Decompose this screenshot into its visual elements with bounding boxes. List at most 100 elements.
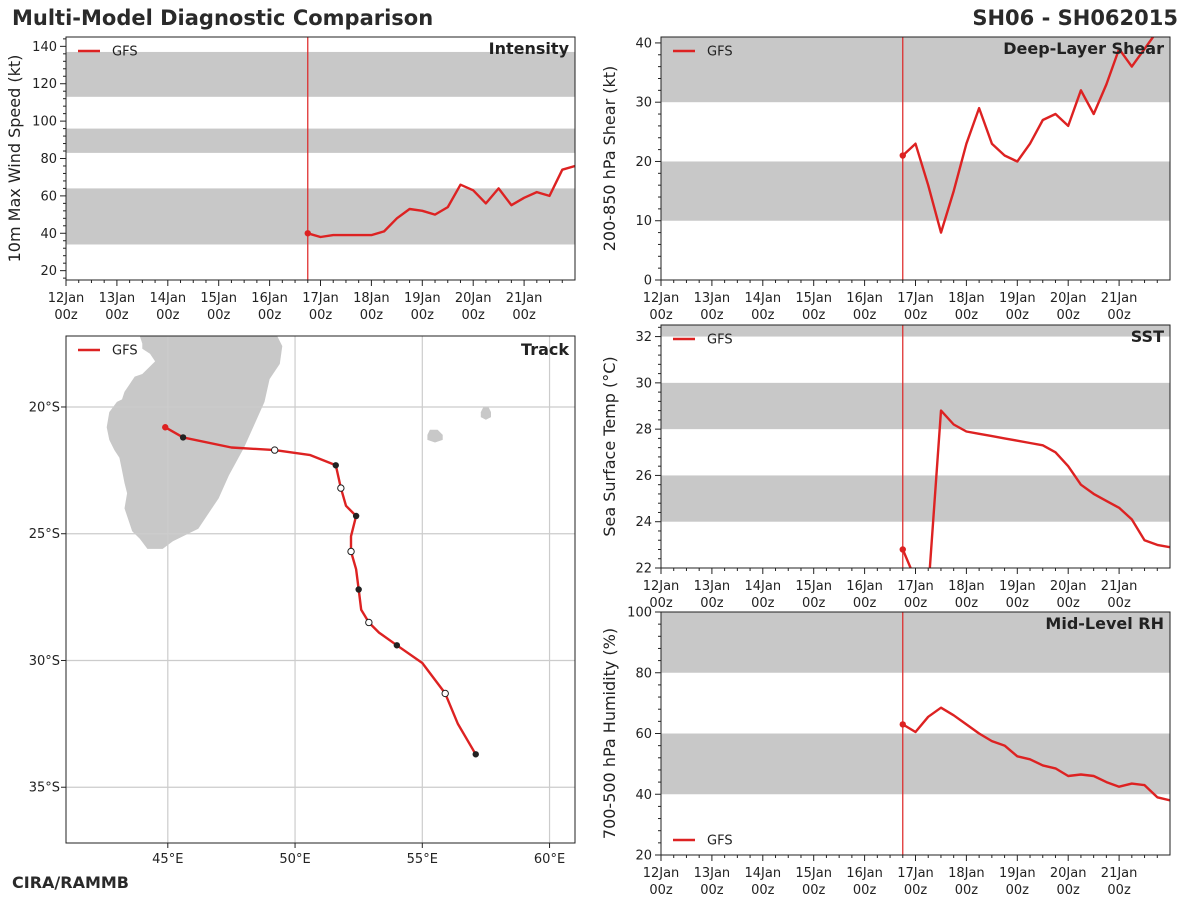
sst-xtick-label-date: 12Jan xyxy=(643,579,680,594)
intensity-xtick-label-date: 14Jan xyxy=(150,291,187,306)
shear-xtick-label-date: 14Jan xyxy=(745,291,782,306)
shear-shade-band-0 xyxy=(661,161,1170,221)
sst-ytick-label: 22 xyxy=(635,562,652,577)
sst-xtick-label-date: 21Jan xyxy=(1101,579,1138,594)
track-ytick-label: 35°S xyxy=(29,781,60,796)
shear-gfs-start-point xyxy=(899,152,906,159)
shear-plot-area xyxy=(661,37,1170,280)
rh-xtick-label-hour: 00z xyxy=(1006,883,1030,898)
shear-xtick-label-date: 12Jan xyxy=(643,291,680,306)
rh-ytick-label: 100 xyxy=(627,606,652,621)
land-madagascar xyxy=(106,336,283,549)
intensity-xtick-label-hour: 00z xyxy=(156,308,180,323)
land-mauritius xyxy=(480,407,491,420)
shear-xtick-label-hour: 00z xyxy=(904,308,928,323)
sst-legend-label: GFS xyxy=(707,333,733,348)
rh-xtick-label-date: 13Jan xyxy=(694,866,731,881)
intensity-plot-area xyxy=(66,37,575,280)
shear-xtick-label-date: 13Jan xyxy=(694,291,731,306)
track-axes-frame xyxy=(65,335,576,844)
rh-xtick-label-hour: 00z xyxy=(700,883,724,898)
track-xtick-label: 45°E xyxy=(152,852,183,867)
intensity-ylabel: 10m Max Wind Speed (kt) xyxy=(5,55,24,263)
shear-gfs-line xyxy=(901,37,1155,234)
track-marker-filled xyxy=(472,751,479,758)
sst-xtick-label-hour: 00z xyxy=(649,596,673,611)
sst-xtick-label-date: 17Jan xyxy=(897,579,934,594)
sst-ytick-label: 30 xyxy=(635,376,652,391)
rh-ylabel: 700-500 hPa Humidity (%) xyxy=(600,628,619,839)
intensity-xtick-label-hour: 00z xyxy=(309,308,333,323)
intensity-xtick-label-date: 19Jan xyxy=(404,291,441,306)
shear-xtick-label-hour: 00z xyxy=(955,308,979,323)
intensity-xtick-label-hour: 00z xyxy=(462,308,486,323)
rh-panel-title: Mid-Level RH xyxy=(1045,614,1164,633)
intensity-ytick-label: 80 xyxy=(40,152,57,167)
rh-xtick-label-hour: 00z xyxy=(853,883,877,898)
intensity-ytick-label: 20 xyxy=(40,264,57,279)
intensity-xtick-label-date: 12Jan xyxy=(48,291,85,306)
intensity-ytick-label: 60 xyxy=(40,189,57,204)
shear-xtick-label-date: 19Jan xyxy=(999,291,1036,306)
shear-ytick-label: 0 xyxy=(644,274,652,289)
sst-shade-band-2 xyxy=(661,325,1170,337)
sst-xtick-label-hour: 00z xyxy=(1107,596,1131,611)
sst-xtick-label-date: 20Jan xyxy=(1050,579,1087,594)
intensity-xtick-label-hour: 00z xyxy=(411,308,435,323)
shear-legend-label: GFS xyxy=(707,45,733,60)
rh-xtick-label-date: 12Jan xyxy=(643,866,680,881)
sst-xtick-label-hour: 00z xyxy=(751,596,775,611)
track-xtick-label: 55°E xyxy=(407,852,438,867)
rh-ytick-label: 80 xyxy=(635,666,652,681)
sst-panel-title: SST xyxy=(1131,327,1164,346)
figure-title: Multi-Model Diagnostic Comparison xyxy=(12,6,434,30)
sst-shade-band-0 xyxy=(661,475,1170,522)
intensity-shade-band-1 xyxy=(66,128,575,153)
shear-ytick-label: 40 xyxy=(635,36,652,51)
rh-gfs-start-point xyxy=(899,721,906,728)
intensity-xtick-label-date: 13Jan xyxy=(99,291,136,306)
intensity-xtick-label-date: 21Jan xyxy=(506,291,543,306)
rh-xtick-label-hour: 00z xyxy=(955,883,979,898)
track-marker-open xyxy=(347,547,355,556)
track-ytick-label: 30°S xyxy=(29,654,60,669)
sst-gfs-start-point xyxy=(899,546,906,553)
shear-xtick-label-hour: 00z xyxy=(1057,308,1081,323)
shear-ylabel: 200-850 hPa Shear (kt) xyxy=(600,66,619,252)
shear-xtick-label-date: 15Jan xyxy=(795,291,832,306)
intensity-gfs-start-point xyxy=(304,230,311,237)
track-marker-open xyxy=(441,689,449,698)
sst-xtick-label-hour: 00z xyxy=(1057,596,1081,611)
rh-xtick-label-hour: 00z xyxy=(751,883,775,898)
shear-xtick-label-hour: 00z xyxy=(853,308,877,323)
intensity-ytick-label: 100 xyxy=(32,115,57,130)
rh-xtick-label-hour: 00z xyxy=(1057,883,1081,898)
rh-xtick-label-hour: 00z xyxy=(904,883,928,898)
rh-xtick-label-date: 17Jan xyxy=(897,866,934,881)
sst-xtick-label-date: 14Jan xyxy=(745,579,782,594)
sst-xtick-label-date: 18Jan xyxy=(948,579,985,594)
rh-shade-band-1 xyxy=(661,612,1170,673)
sst-ytick-label: 24 xyxy=(635,515,652,530)
track-marker-open xyxy=(337,484,345,492)
track-marker-filled xyxy=(179,434,187,441)
rh-plot-area xyxy=(661,612,1170,855)
track-xtick-label: 60°E xyxy=(534,852,565,867)
shear-xtick-label-date: 16Jan xyxy=(846,291,883,306)
intensity-xtick-label-date: 20Jan xyxy=(455,291,492,306)
sst-shade-band-1 xyxy=(661,382,1170,430)
track-marker-filled xyxy=(355,586,362,593)
intensity-xtick-label-date: 16Jan xyxy=(251,291,288,306)
rh-xtick-label-date: 21Jan xyxy=(1101,866,1138,881)
shear-xtick-label-hour: 00z xyxy=(751,308,775,323)
track-marker-start xyxy=(162,424,169,431)
intensity-xtick-label-hour: 00z xyxy=(360,308,384,323)
storm-id: SH06 - SH062015 xyxy=(972,6,1178,30)
sst-ytick-label: 32 xyxy=(635,330,652,345)
intensity-xtick-label-date: 15Jan xyxy=(200,291,237,306)
sst-xtick-label-date: 19Jan xyxy=(999,579,1036,594)
rh-xtick-label-date: 19Jan xyxy=(999,866,1036,881)
rh-ytick-label: 20 xyxy=(635,849,652,864)
track-marker-filled xyxy=(393,642,401,649)
sst-xtick-label-date: 16Jan xyxy=(846,579,883,594)
